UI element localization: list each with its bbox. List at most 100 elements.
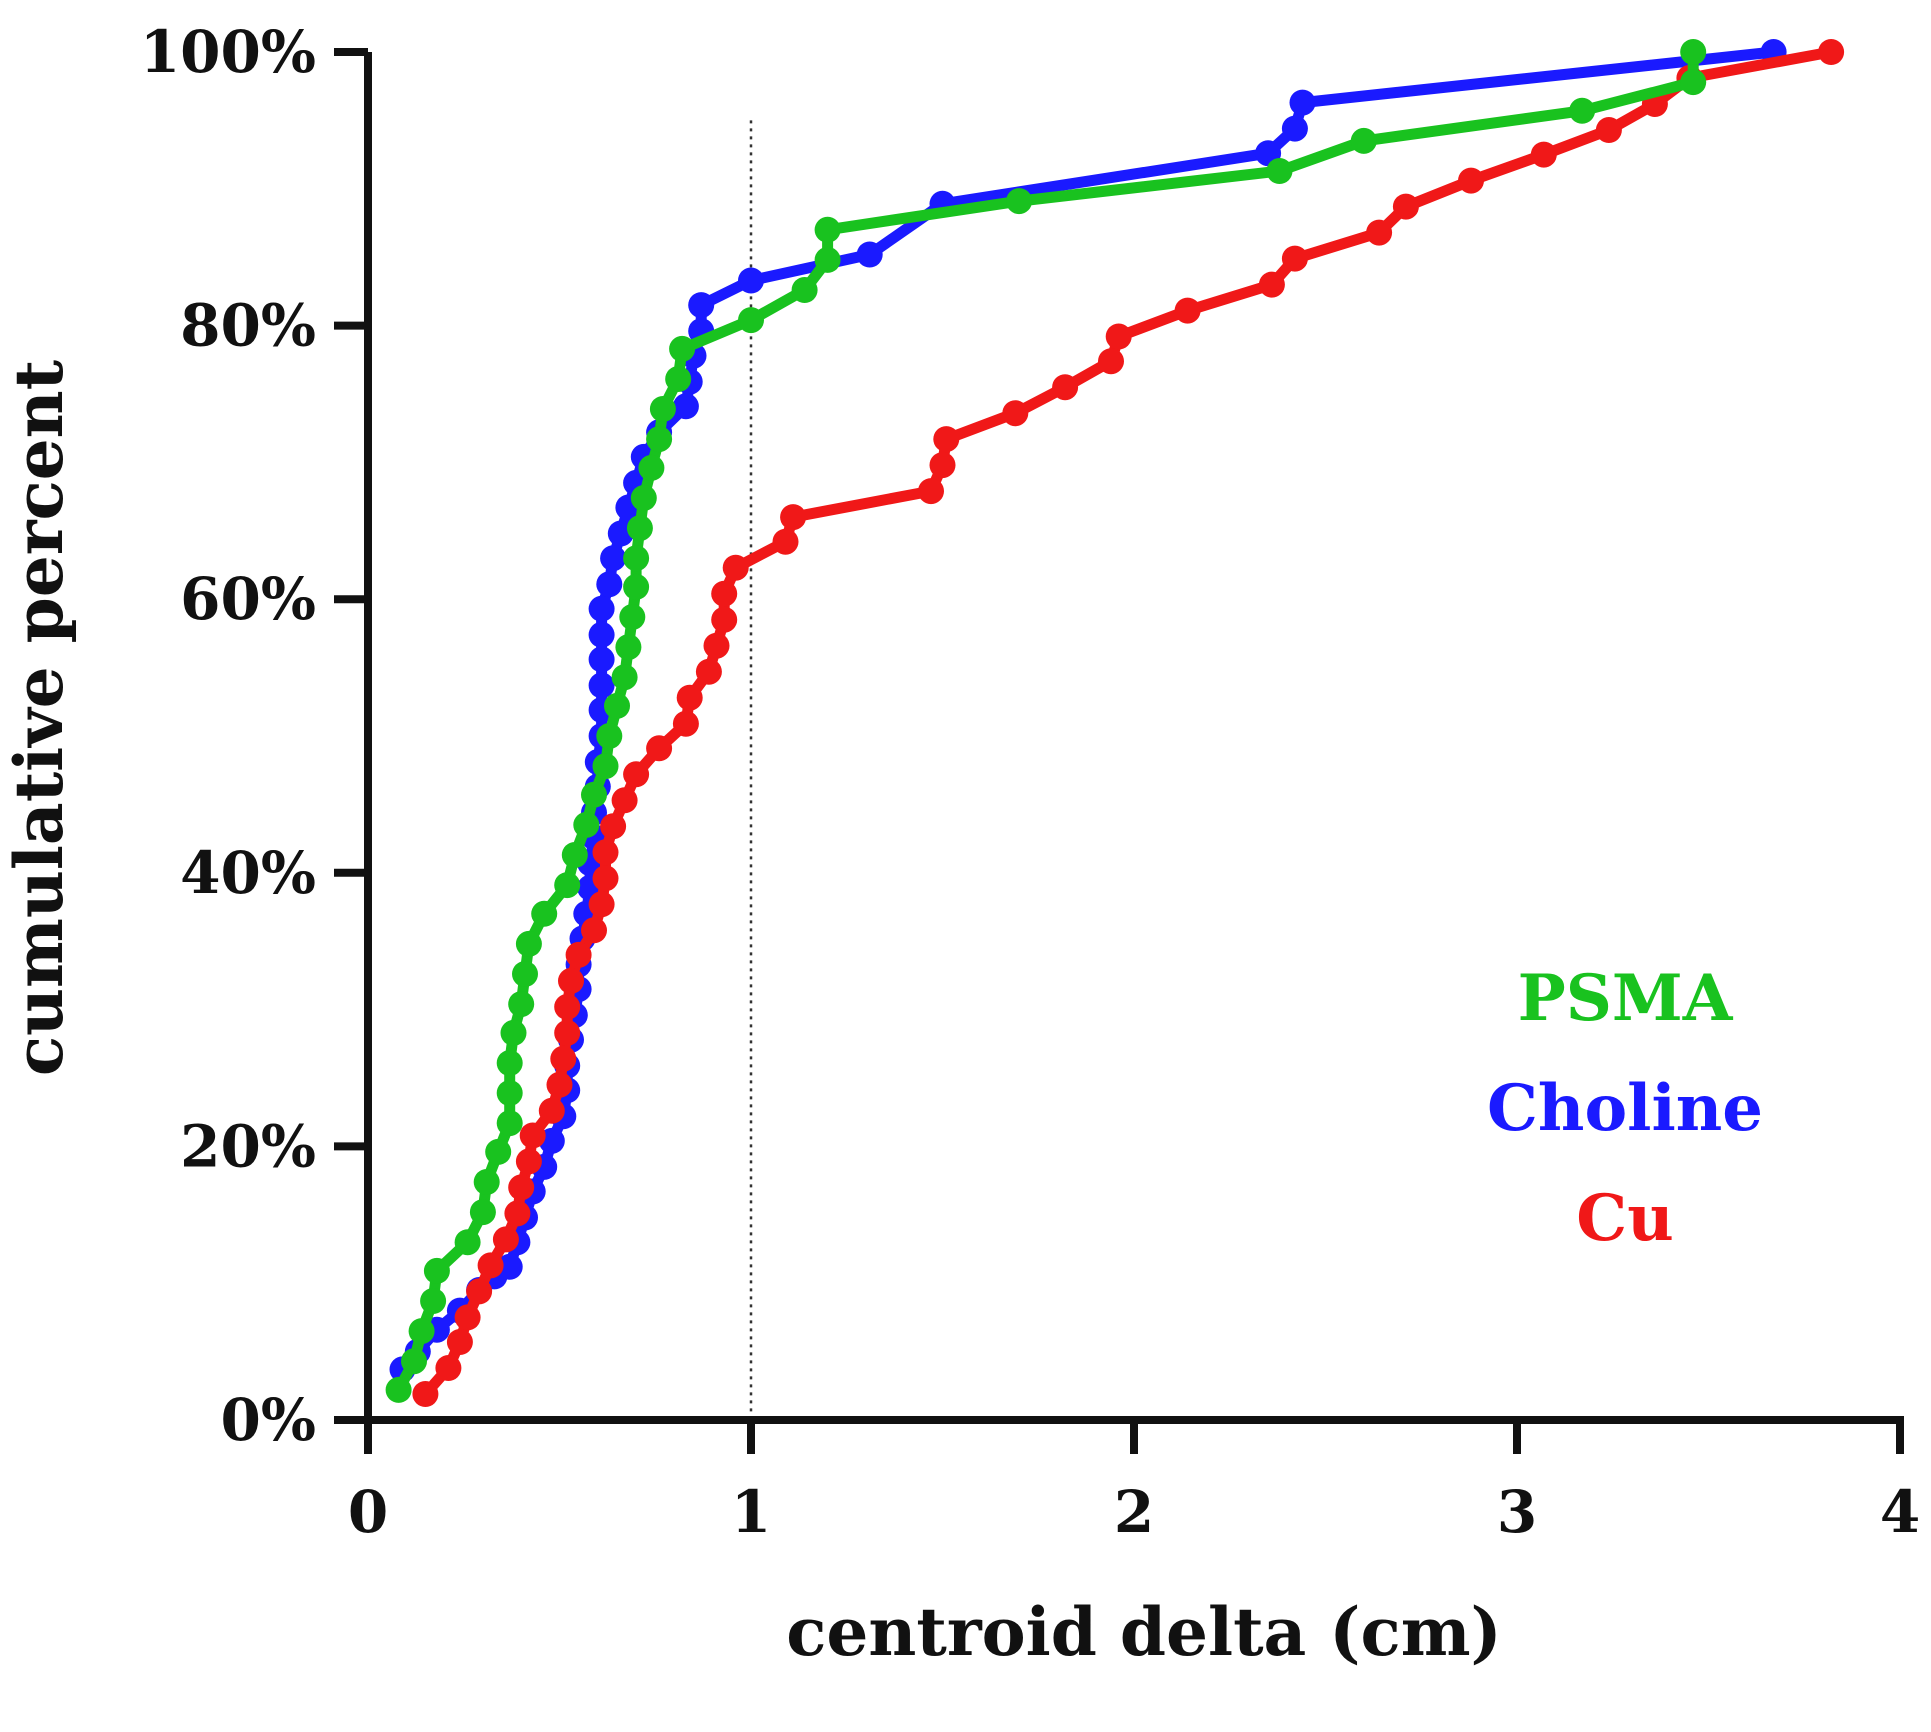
- data-point-choline: [496, 1253, 523, 1280]
- data-point-cu: [519, 1122, 546, 1149]
- data-point-cu: [435, 1355, 462, 1381]
- data-point-psma: [454, 1229, 481, 1256]
- data-point-cu: [672, 710, 699, 737]
- data-point-cu: [550, 1045, 577, 1072]
- data-point-psma: [738, 307, 764, 334]
- data-point-psma: [423, 1257, 450, 1284]
- data-point-cu: [1458, 167, 1484, 194]
- data-point-psma: [665, 366, 692, 392]
- data-point-cu: [554, 993, 581, 1020]
- data-point-cu: [1098, 348, 1124, 375]
- y-tick-label: 40%: [180, 839, 316, 907]
- data-point-psma: [630, 485, 657, 511]
- data-point-choline: [688, 292, 715, 319]
- y-tick-label: 20%: [180, 1112, 316, 1180]
- data-point-choline: [856, 241, 883, 268]
- data-point-cu: [546, 1071, 573, 1098]
- data-point-choline: [672, 393, 699, 420]
- data-point-cu: [623, 761, 650, 788]
- data-point-psma: [619, 604, 646, 630]
- data-point-cu: [446, 1329, 473, 1355]
- data-point-psma: [623, 545, 650, 572]
- data-point-psma: [401, 1348, 427, 1375]
- data-point-cu: [454, 1304, 481, 1331]
- data-point-psma: [500, 1019, 527, 1046]
- data-point-psma: [473, 1169, 500, 1195]
- data-point-choline: [1289, 89, 1316, 116]
- data-point-psma: [1350, 127, 1377, 154]
- y-tick-label: 60%: [180, 565, 316, 633]
- x-tick-label: 1: [731, 1478, 771, 1546]
- data-point-cu: [554, 1019, 581, 1046]
- data-point-cu: [581, 917, 607, 944]
- data-point-cu: [588, 891, 615, 918]
- data-point-cu: [515, 1148, 542, 1175]
- data-point-cu: [611, 787, 638, 814]
- data-point-cu: [592, 839, 619, 866]
- data-point-cu: [1002, 400, 1029, 427]
- data-point-cu: [918, 478, 944, 505]
- data-point-psma: [385, 1376, 412, 1403]
- data-point-psma: [1006, 188, 1033, 215]
- x-axis-ticks: 0 1 2 3 4: [348, 1420, 1920, 1546]
- data-point-psma: [611, 664, 638, 691]
- data-point-psma: [649, 396, 676, 422]
- data-point-psma: [508, 991, 535, 1018]
- data-point-cu: [1595, 117, 1622, 143]
- data-point-cu: [1258, 271, 1285, 298]
- data-point-psma: [626, 515, 653, 542]
- y-tick-label: 100%: [140, 18, 316, 86]
- y-axis-ticks: 0% 20% 40% 60% 80% 100%: [140, 18, 368, 1454]
- data-point-cu: [772, 528, 799, 555]
- series-cu: [412, 39, 1845, 1407]
- data-point-psma: [669, 335, 696, 362]
- data-point-cu: [711, 580, 738, 607]
- x-tick-label: 0: [348, 1478, 388, 1546]
- data-point-cu: [565, 941, 592, 968]
- data-point-psma: [408, 1318, 435, 1345]
- legend-entry-cu: Cu: [1576, 1181, 1673, 1256]
- data-point-psma: [1266, 158, 1293, 184]
- data-point-psma: [814, 216, 841, 243]
- data-point-cu: [477, 1252, 504, 1279]
- data-point-psma: [1569, 97, 1596, 124]
- data-point-psma: [791, 277, 818, 303]
- x-tick-label: 4: [1880, 1478, 1920, 1546]
- data-point-psma: [638, 454, 665, 481]
- data-point-choline: [1281, 115, 1308, 142]
- data-point-cu: [1281, 245, 1308, 272]
- data-point-psma: [814, 246, 841, 273]
- data-point-cu: [1174, 297, 1201, 324]
- data-point-cu: [466, 1278, 493, 1305]
- data-point-cu: [1530, 141, 1557, 168]
- series-layer: [385, 39, 1845, 1407]
- data-point-cu: [592, 865, 619, 892]
- data-point-choline: [596, 571, 623, 598]
- y-tick-label: 0%: [221, 1386, 316, 1454]
- legend-entry-choline: Choline: [1487, 1071, 1763, 1146]
- x-tick-label: 2: [1114, 1478, 1154, 1546]
- data-point-psma: [581, 781, 607, 808]
- data-point-cu: [646, 735, 673, 762]
- series-psma: [385, 39, 1707, 1403]
- data-point-psma: [496, 1110, 523, 1137]
- data-point-psma: [469, 1199, 496, 1226]
- data-point-choline: [738, 267, 764, 294]
- legend-entry-psma: PSMA: [1518, 961, 1734, 1036]
- data-point-psma: [1680, 69, 1707, 96]
- y-tick-label: 80%: [180, 292, 316, 360]
- data-point-cu: [722, 554, 749, 581]
- data-point-cu: [933, 426, 960, 453]
- data-point-cu: [558, 967, 584, 994]
- data-point-cu: [508, 1174, 535, 1201]
- data-point-cu: [780, 504, 807, 531]
- data-point-psma: [604, 692, 630, 719]
- data-point-cu: [703, 632, 730, 659]
- series-line-psma: [393, 46, 1699, 1396]
- data-point-cu: [1105, 323, 1132, 350]
- data-point-choline: [588, 646, 615, 673]
- data-point-cu: [711, 606, 738, 633]
- data-point-psma: [420, 1288, 447, 1314]
- data-point-cu: [1366, 219, 1393, 246]
- data-point-psma: [515, 930, 542, 957]
